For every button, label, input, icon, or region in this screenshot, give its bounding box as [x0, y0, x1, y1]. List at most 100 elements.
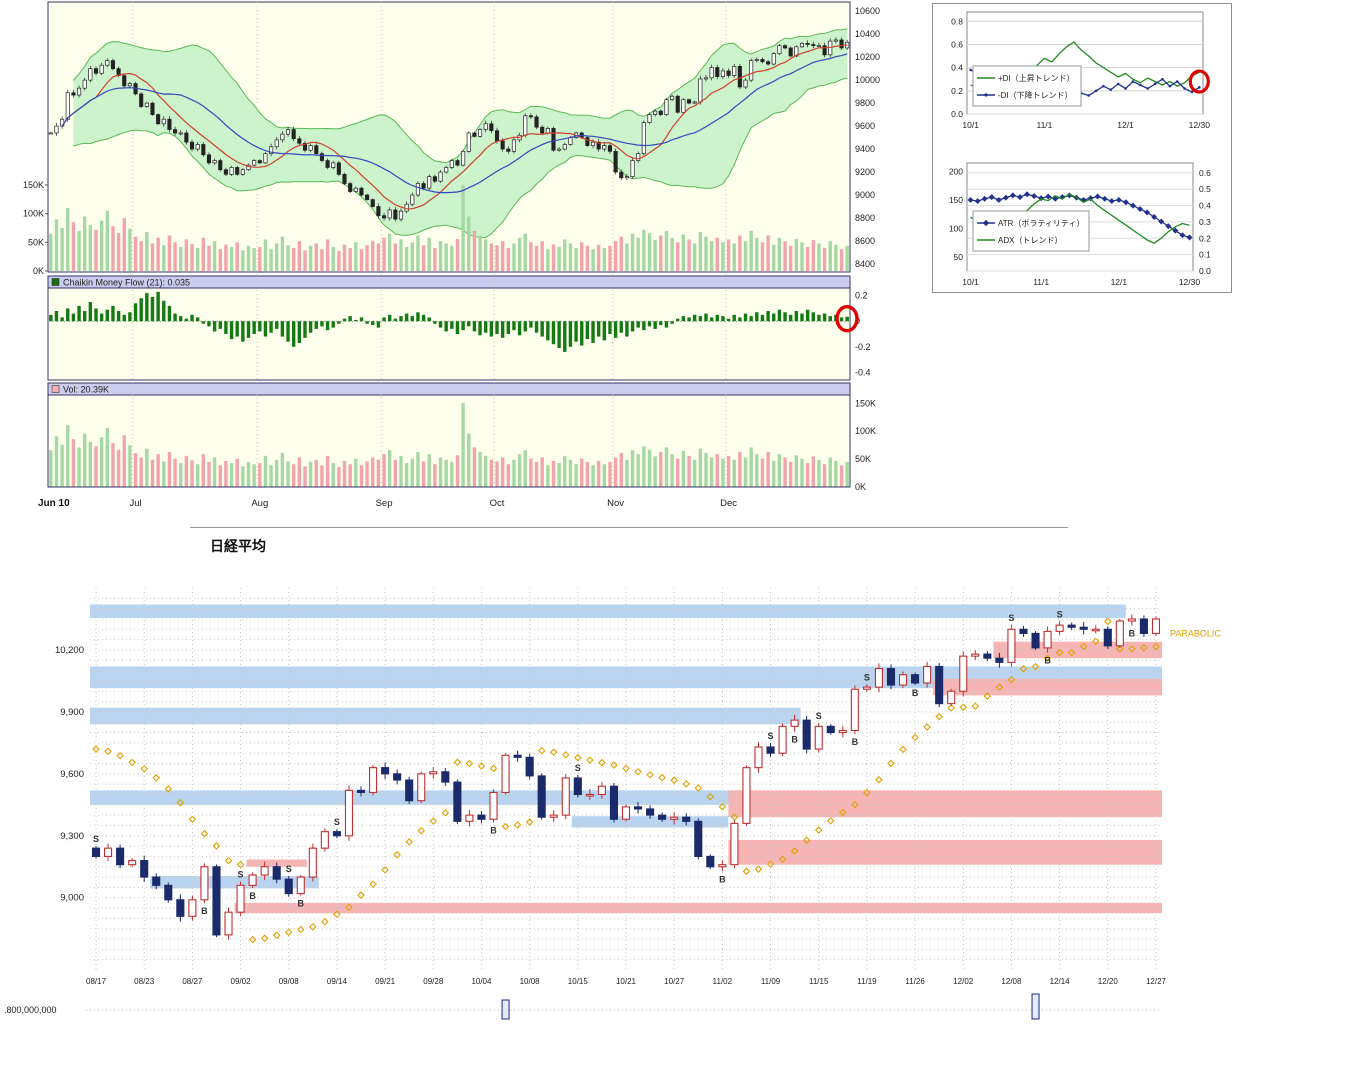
- chaikin-bar: [111, 305, 115, 322]
- volume-overlay-bar: [218, 249, 222, 271]
- candle-body: [730, 822, 739, 866]
- volume-overlay-bar: [410, 242, 414, 271]
- candle-body: [983, 653, 992, 659]
- chaikin-bar: [190, 314, 194, 322]
- candle-body: [839, 39, 844, 49]
- sar-dot: [297, 925, 305, 934]
- di-y-label: 0.2: [951, 86, 963, 96]
- candle-body: [557, 148, 562, 151]
- candle-body: [302, 142, 308, 151]
- sar-dot: [116, 751, 124, 760]
- sar-dot: [272, 931, 281, 940]
- di-series-marker: [1102, 84, 1105, 88]
- chaikin-bar: [320, 321, 324, 327]
- volume-overlay-bar: [167, 235, 172, 271]
- volume-overlay-bar: [258, 246, 262, 271]
- candle-body: [670, 816, 679, 820]
- candle-body: [140, 860, 149, 878]
- volume-bar: [421, 461, 426, 487]
- volume-overlay-bar: [421, 245, 426, 271]
- chaikin-bar: [433, 321, 437, 324]
- volume-bar: [150, 459, 155, 487]
- chaikin-bar: [54, 311, 59, 322]
- sar-dot: [935, 712, 943, 721]
- volume-overlay-bar: [83, 216, 87, 271]
- volume-overlay-bar: [399, 239, 403, 271]
- chaikin-bar: [314, 321, 318, 329]
- candle-body: [332, 831, 341, 837]
- chaikin-bar: [721, 316, 725, 322]
- sar-dot: [863, 788, 871, 797]
- volume-overlay-bar: [506, 248, 511, 271]
- volume-overlay-bar: [755, 237, 759, 271]
- candle-body: [826, 725, 835, 734]
- volume-overlay-bar: [489, 243, 494, 271]
- candle-body: [874, 667, 883, 688]
- volume-overlay-bar: [636, 237, 640, 271]
- candle-body: [766, 746, 775, 754]
- volume-bar: [834, 460, 838, 487]
- signal-sell-marker: S: [864, 672, 870, 682]
- chaikin-bar: [150, 296, 155, 322]
- chaikin-bar: [608, 321, 612, 334]
- candle-body: [319, 153, 324, 161]
- candle-body: [749, 60, 754, 81]
- chaikin-bar: [687, 317, 691, 322]
- atr-series-marker: [995, 196, 1002, 203]
- volume-overlay-bar: [676, 242, 680, 271]
- candle-body: [525, 756, 534, 777]
- candle-body: [410, 194, 415, 205]
- candle-body: [715, 67, 720, 78]
- signal-sell-marker: S: [816, 711, 822, 721]
- candle-body: [82, 79, 87, 89]
- signal-buy-marker: B: [791, 735, 798, 745]
- indicator-side-panel: 0.8 0.6 0.4 0.2 0.0 10/1 11/1 12/1 12/30 +DI（上昇トレ…: [932, 3, 1232, 293]
- candle-body: [455, 160, 460, 166]
- volume-overlay-bar: [743, 241, 748, 271]
- volume-bar: [676, 458, 680, 487]
- chaikin-bar: [534, 321, 539, 333]
- volume-overlay-bar: [263, 239, 268, 271]
- atr-series-marker: [1002, 194, 1009, 201]
- candle-body: [742, 767, 751, 824]
- signal-sell-marker: S: [768, 731, 774, 741]
- blue-zone: [571, 816, 729, 828]
- candle-body: [427, 176, 432, 189]
- volume-overlay-bar: [387, 233, 392, 271]
- atr-left-label: 100: [949, 223, 963, 233]
- atr-series-marker: [1151, 214, 1158, 220]
- volume-overlay-bar: [280, 236, 285, 271]
- candle-body: [585, 793, 594, 797]
- di-legend-label-plus: +DI（上昇トレンド）: [998, 74, 1075, 83]
- sar-dot: [1116, 645, 1124, 653]
- candle-body: [260, 866, 269, 876]
- volume-legend-swatch: [51, 385, 60, 393]
- sar-dot: [1128, 645, 1136, 653]
- volume-overlay-bar: [461, 185, 465, 271]
- volume-overlay-axis-label: 50K: [28, 237, 44, 247]
- price-axis-label: 10200: [855, 52, 880, 62]
- candle-body: [200, 866, 209, 901]
- volume-bar: [275, 459, 279, 487]
- sar-dot: [1104, 617, 1112, 626]
- volume-bar: [111, 443, 115, 487]
- atr-series-marker: [1115, 196, 1122, 203]
- volume-bar: [591, 465, 595, 487]
- sar-dot: [176, 798, 185, 807]
- atr-series-marker: [974, 198, 981, 205]
- volume-bar: [308, 461, 313, 487]
- sar-dot: [405, 838, 413, 846]
- atr-series-marker: [1137, 206, 1144, 213]
- nikkei-x-label: 09/21: [375, 977, 396, 986]
- volume-overlay-bar: [438, 241, 443, 271]
- candle-body: [465, 814, 474, 822]
- candle-body: [788, 47, 793, 57]
- signal-buy-marker: B: [1129, 629, 1136, 639]
- nikkei-x-label: 11/09: [761, 977, 781, 986]
- volume-bar: [523, 450, 527, 487]
- volume-overlay-bar: [828, 241, 832, 271]
- candle-body: [754, 746, 763, 769]
- atr-series-marker: [1045, 193, 1052, 200]
- volume-overlay-bar: [122, 218, 126, 271]
- candle-body: [444, 167, 449, 173]
